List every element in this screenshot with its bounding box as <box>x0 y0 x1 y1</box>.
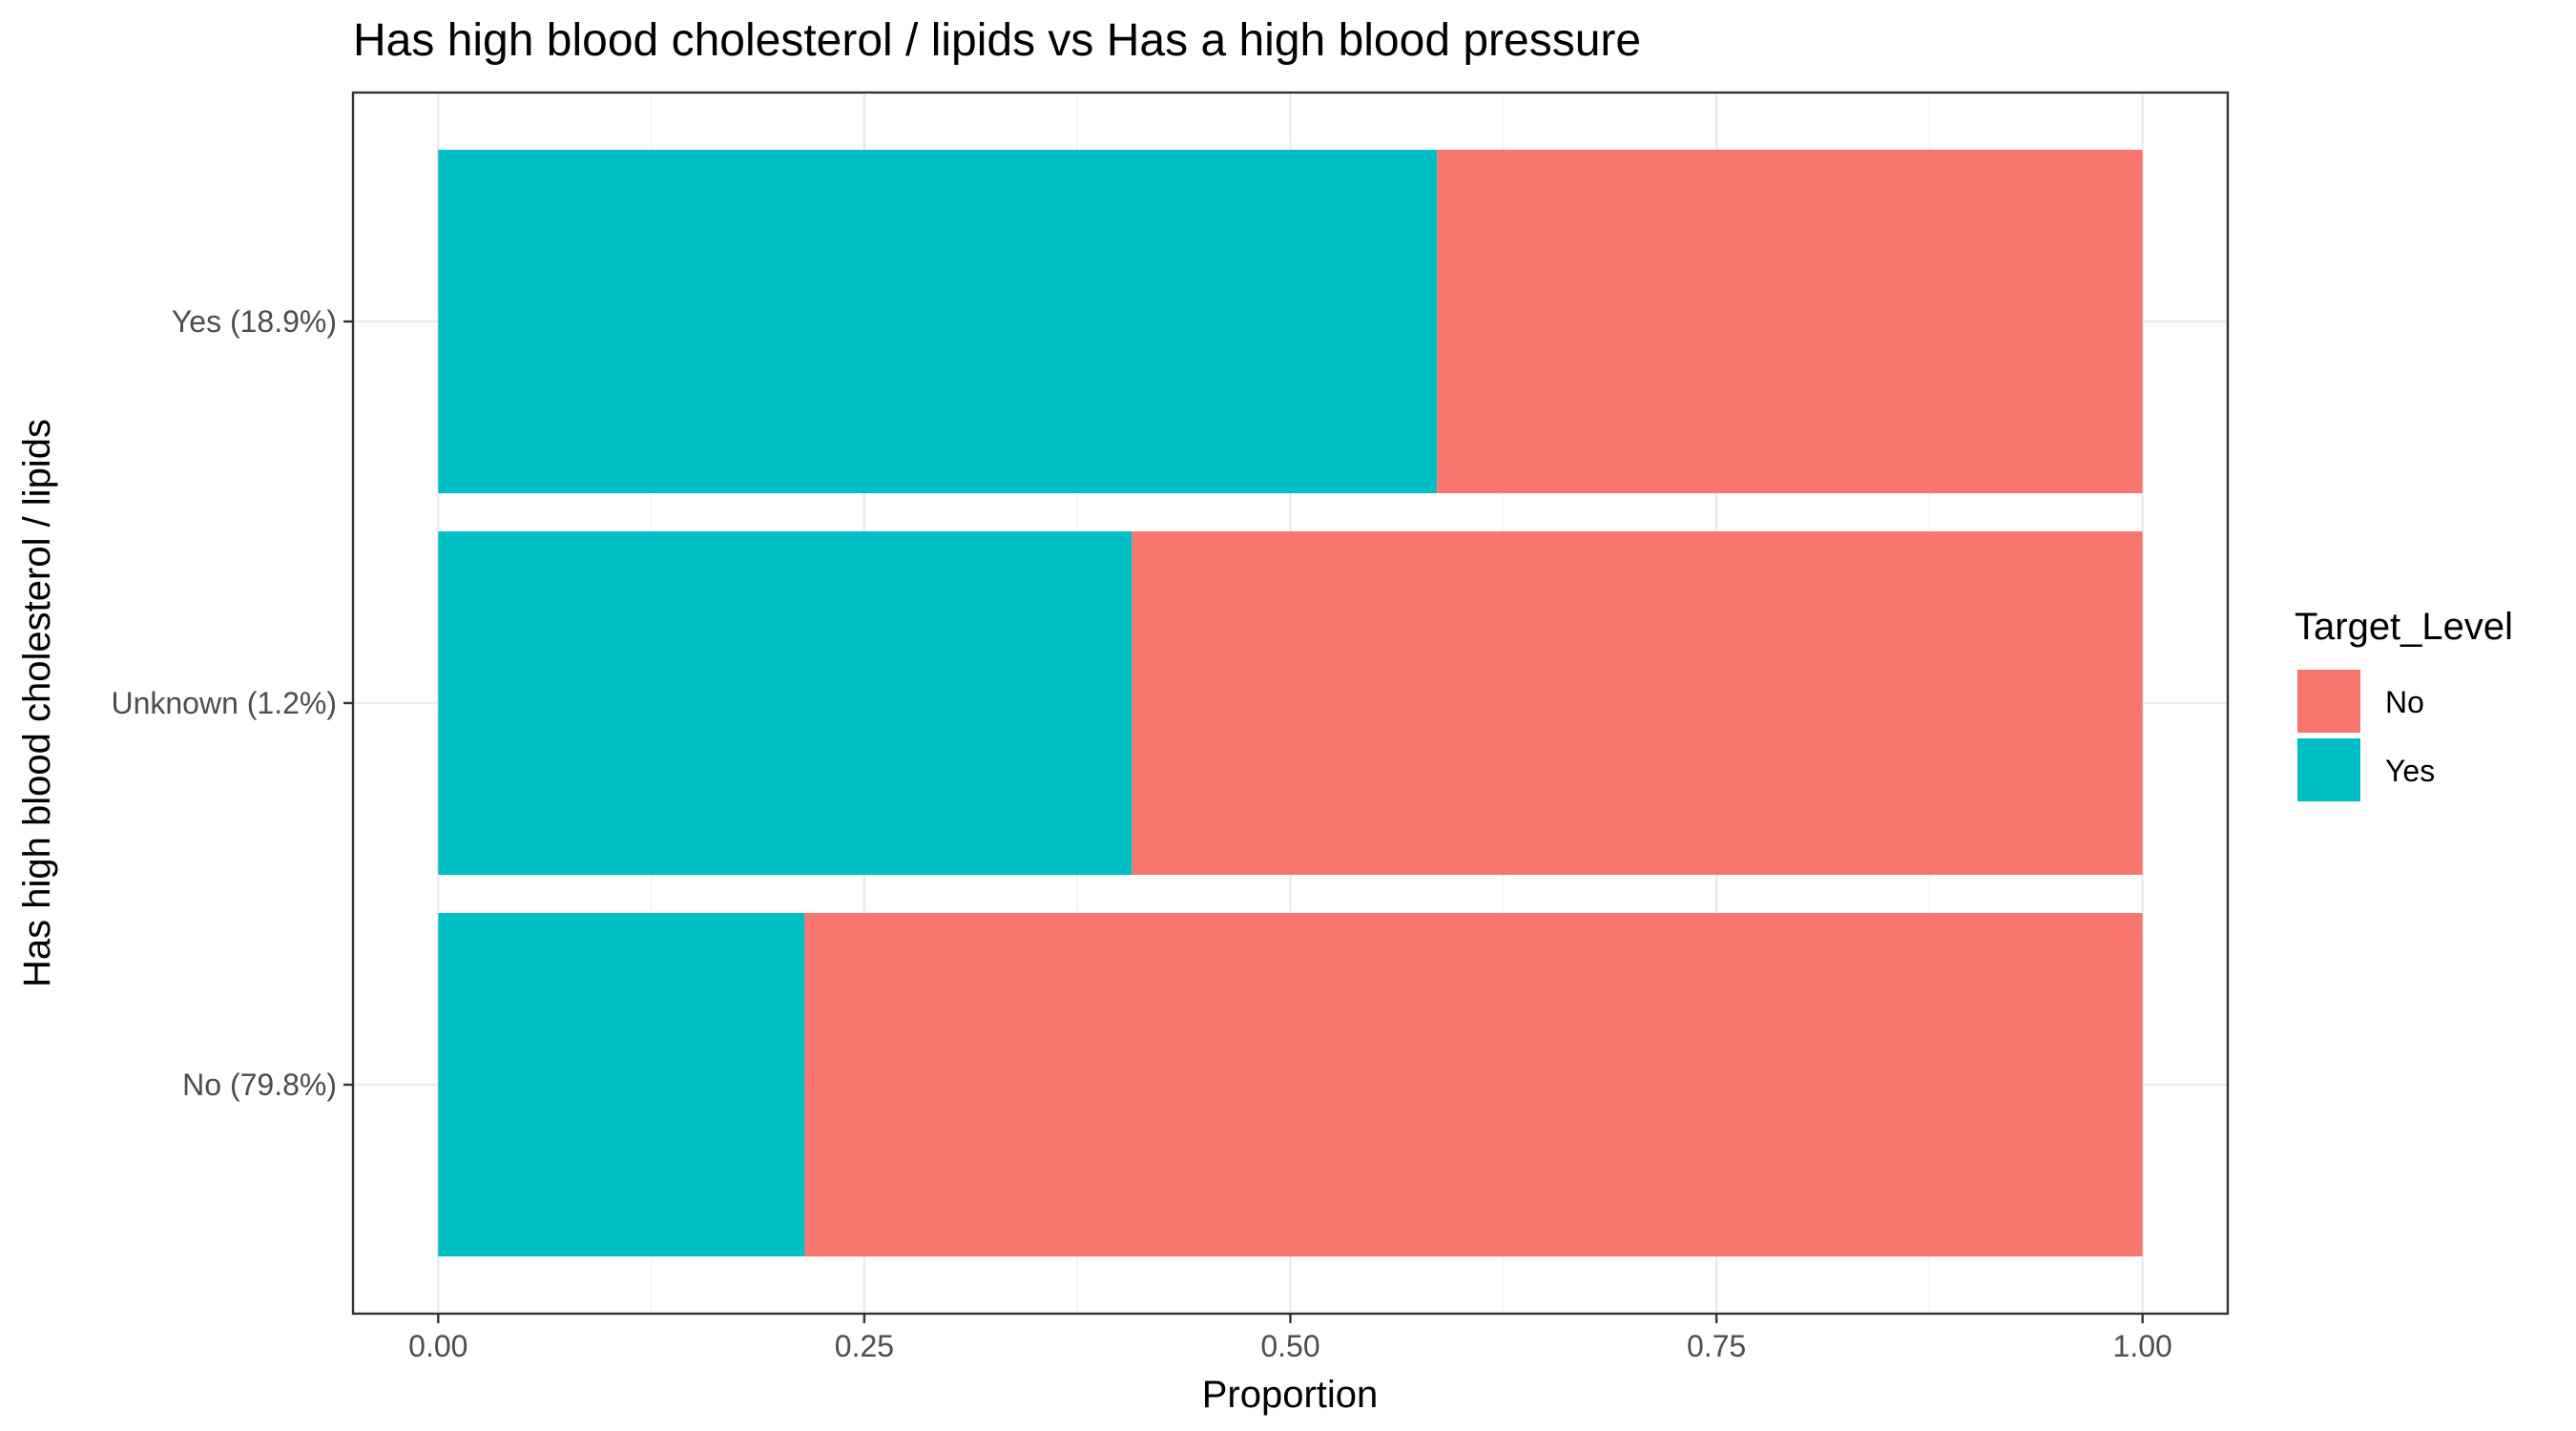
x-tick-label-1: 0.25 <box>835 1329 894 1363</box>
x-tick-label-3: 0.75 <box>1687 1329 1746 1363</box>
legend: Target_Level No Yes <box>2295 606 2513 801</box>
bar-no-0 <box>804 913 2143 1256</box>
y-axis-title: Has high blood cholesterol / lipids <box>16 419 58 987</box>
y-tick-label-2: Yes (18.9%) <box>172 304 337 339</box>
x-tick-label-0: 0.00 <box>408 1329 467 1363</box>
chart-title: Has high blood cholesterol / lipids vs H… <box>353 15 1641 66</box>
bar-yes-2 <box>438 150 1438 493</box>
legend-key-no <box>2297 670 2360 733</box>
x-axis: 0.00 0.25 0.50 0.75 1.00 <box>408 1314 2172 1363</box>
bar-no-2 <box>1437 150 2143 493</box>
y-tick-label-0: No (79.8%) <box>182 1068 337 1102</box>
x-tick-label-4: 1.00 <box>2113 1329 2172 1363</box>
y-axis: No (79.8%) Unknown (1.2%) Yes (18.9%) <box>111 304 353 1102</box>
legend-title: Target_Level <box>2295 606 2513 648</box>
bar-yes-0 <box>438 913 805 1256</box>
legend-key-yes <box>2297 738 2360 801</box>
x-tick-label-2: 0.50 <box>1260 1329 1319 1363</box>
bar-no-1 <box>1132 531 2143 875</box>
y-tick-label-1: Unknown (1.2%) <box>111 686 337 720</box>
x-axis-title: Proportion <box>1202 1374 1379 1416</box>
legend-label-yes: Yes <box>2385 754 2435 788</box>
bars <box>438 150 2143 1256</box>
legend-label-no: No <box>2385 685 2424 719</box>
bar-yes-1 <box>438 531 1132 875</box>
